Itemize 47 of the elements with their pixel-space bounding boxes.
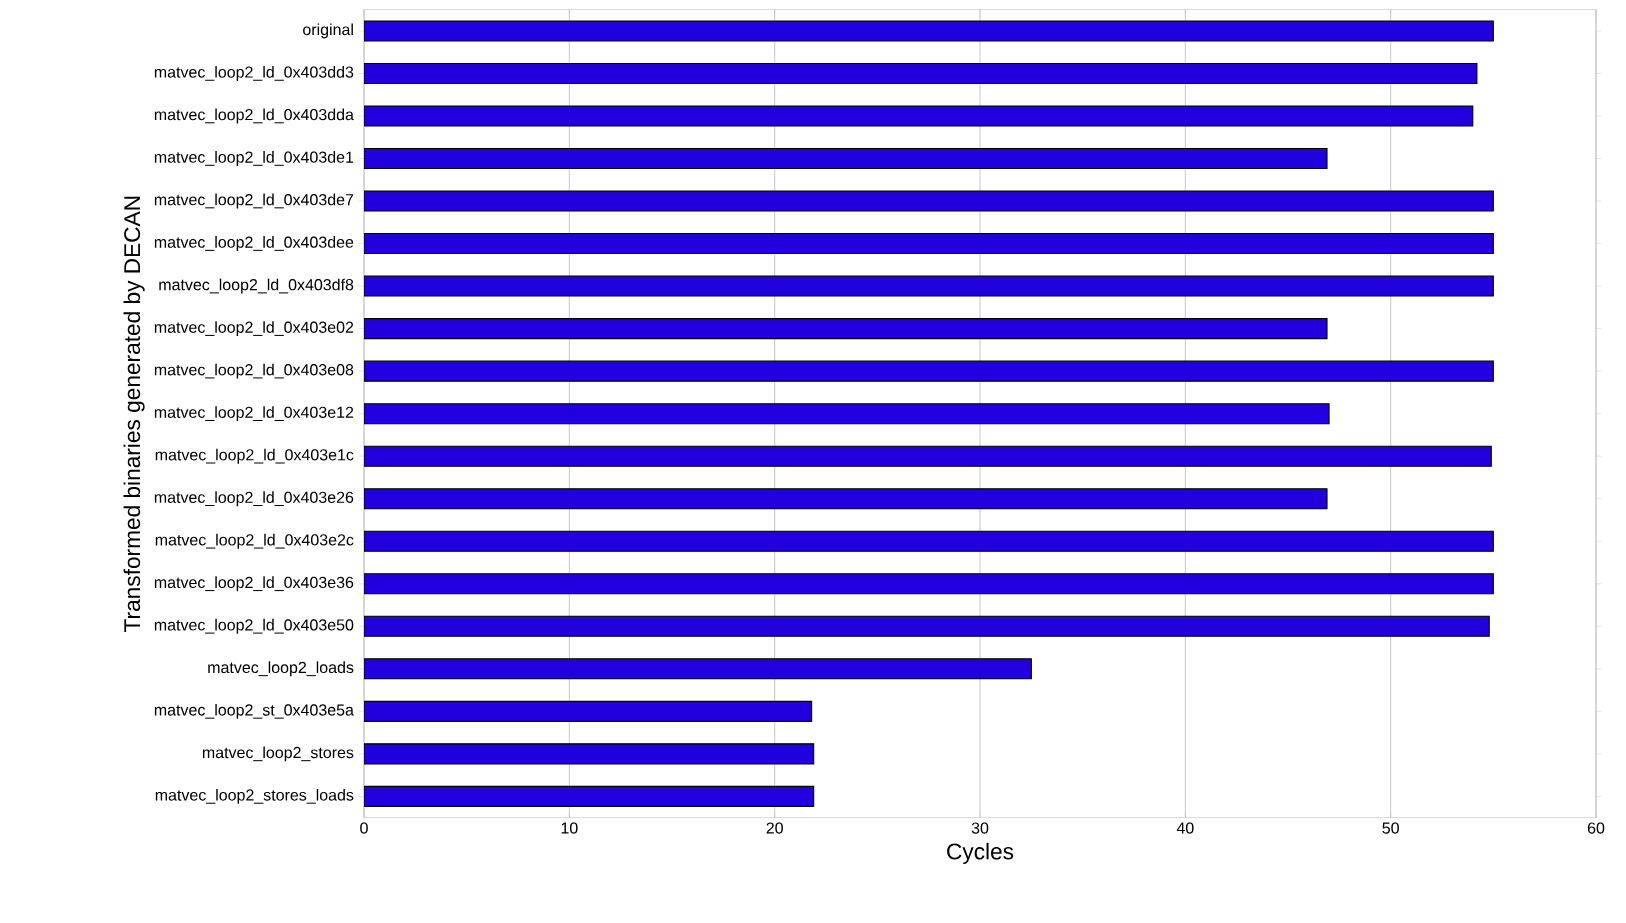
y-tick-label: original [303, 23, 353, 39]
y-tick-label: matvec_loop2_ld_0x403e2c [155, 533, 354, 549]
bar [364, 530, 1494, 552]
bar [364, 190, 1494, 212]
x-tick-label: 60 [1587, 822, 1605, 834]
y-tick-label: matvec_loop2_ld_0x403e1c [155, 448, 354, 464]
bar [364, 403, 1330, 425]
x-tick-label: 20 [766, 822, 783, 834]
bar [364, 658, 1032, 680]
bar [364, 445, 1492, 467]
y-tick-label: matvec_loop2_ld_0x403df8 [159, 278, 354, 294]
bar [364, 488, 1328, 510]
x-tick-label: 0 [360, 822, 368, 834]
bar [364, 615, 1490, 637]
bar [364, 573, 1494, 595]
bar [364, 318, 1328, 340]
y-tick-label: matvec_loop2_ld_0x403e12 [154, 406, 354, 422]
bar [364, 147, 1328, 170]
y-tick-label: matvec_loop2_ld_0x403de1 [154, 151, 354, 166]
x-axis-title: Cycles [947, 842, 1014, 864]
bar [364, 62, 1478, 84]
y-tick-label: matvec_loop2_ld_0x403e26 [154, 491, 354, 507]
bar [364, 785, 815, 807]
y-tick-label: matvec_loop2_ld_0x403dee [154, 236, 354, 252]
bar [364, 233, 1494, 255]
y-tick-label: matvec_loop2_ld_0x403e08 [154, 363, 354, 379]
y-axis-title: Transformed binaries generated by DECAN [123, 196, 145, 632]
bar [364, 743, 815, 765]
bar [364, 275, 1494, 297]
x-tick-label: 30 [971, 822, 989, 834]
y-tick-label: matvec_loop2_loads [208, 661, 354, 677]
x-tick-label: 10 [561, 822, 578, 834]
y-tick-label: matvec_loop2_ld_0x403dd3 [154, 66, 354, 81]
bar [364, 700, 813, 722]
x-tick-label: 50 [1382, 822, 1399, 834]
y-tick-label: matvec_loop2_ld_0x403e02 [154, 321, 354, 337]
y-tick-label: matvec_loop2_ld_0x403de7 [154, 193, 354, 209]
bar [364, 105, 1474, 127]
y-tick-label: matvec_loop2_stores [202, 746, 354, 762]
bar [364, 360, 1494, 382]
bar [364, 20, 1494, 42]
x-tick-label: 40 [1176, 822, 1194, 834]
y-tick-label: matvec_loop2_st_0x403e5a [154, 703, 354, 719]
y-tick-label: matvec_loop2_ld_0x403e50 [154, 618, 354, 634]
y-tick-label: matvec_loop2_ld_0x403dda [154, 108, 354, 124]
y-tick-label: matvec_loop2_stores_loads [155, 788, 354, 804]
y-tick-label: matvec_loop2_ld_0x403e36 [154, 576, 354, 592]
